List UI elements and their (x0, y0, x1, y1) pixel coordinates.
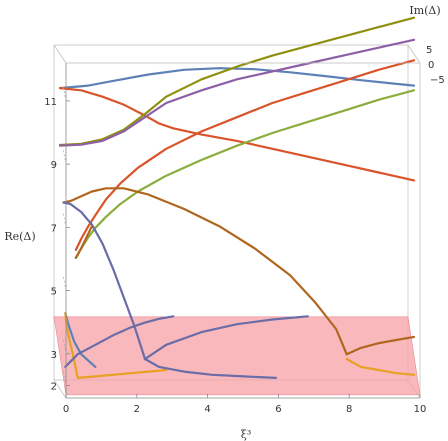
highlight-band (53, 316, 421, 396)
z-tick-label-2: 5 (426, 45, 432, 56)
series-line-15 (143, 315, 309, 361)
x-axis-label: ξ³ (241, 428, 251, 441)
series-line-1 (58, 67, 416, 90)
y-tick-label-3: 3 (51, 350, 57, 361)
z-axis-label: Im(Δ) (409, 4, 440, 17)
x-tick-label-2: 2 (134, 404, 140, 415)
x-tick-label-0: 0 (63, 404, 69, 415)
series-line-13 (76, 368, 168, 379)
series-line-12 (64, 315, 175, 368)
series-line-4 (58, 38, 416, 147)
series-line-11 (64, 312, 79, 379)
plot-box-front (65, 62, 421, 399)
x-tick-label-4: 4 (204, 404, 210, 415)
series-line-17 (345, 357, 416, 376)
z-tick-label-0: −5 (430, 75, 445, 86)
box-edge-depth-bottom-left (53, 379, 67, 399)
x-tick-label-10: 10 (414, 404, 427, 415)
y-tick-label-5: 5 (51, 287, 57, 298)
x-tick-label-6: 6 (275, 404, 281, 415)
series-layer (58, 16, 416, 379)
box-edge-depth-top-left (53, 44, 67, 64)
z-tick-label-1: 0 (428, 60, 434, 71)
y-depth-guide-2 (62, 369, 67, 386)
y-tick-label-9: 9 (51, 160, 57, 171)
y-tick-label-11: 11 (44, 97, 57, 108)
series-line-6 (74, 89, 416, 259)
series-line-3 (58, 16, 416, 147)
series-line-10 (64, 312, 97, 368)
x-tick-label-8: 8 (346, 404, 352, 415)
y-tick-label-7: 7 (51, 223, 57, 234)
y-depth-guide-5 (62, 274, 67, 291)
series-line-2 (58, 87, 416, 182)
box-edge-depth-top-right (407, 44, 421, 64)
y-depth-guide-9 (62, 148, 67, 165)
series-line-5 (74, 59, 416, 251)
series-line-9 (74, 225, 93, 259)
ticks-layer: 0 2 4 6 8 10 2 3 5 7 9 11 −5 0 5 (44, 45, 444, 415)
y-depth-guide-7 (62, 211, 67, 228)
series-line-7 (62, 187, 348, 356)
series-line-8 (62, 201, 147, 361)
series-line-16 (345, 335, 416, 356)
series-line-14 (143, 357, 277, 379)
y-tick-label-2: 2 (51, 381, 57, 392)
y-axis-label: Re(Δ) (4, 230, 35, 243)
highlight-band-layer (53, 316, 421, 396)
y-depth-guide-3 (62, 338, 67, 354)
y-depth-guide-11 (62, 85, 67, 101)
